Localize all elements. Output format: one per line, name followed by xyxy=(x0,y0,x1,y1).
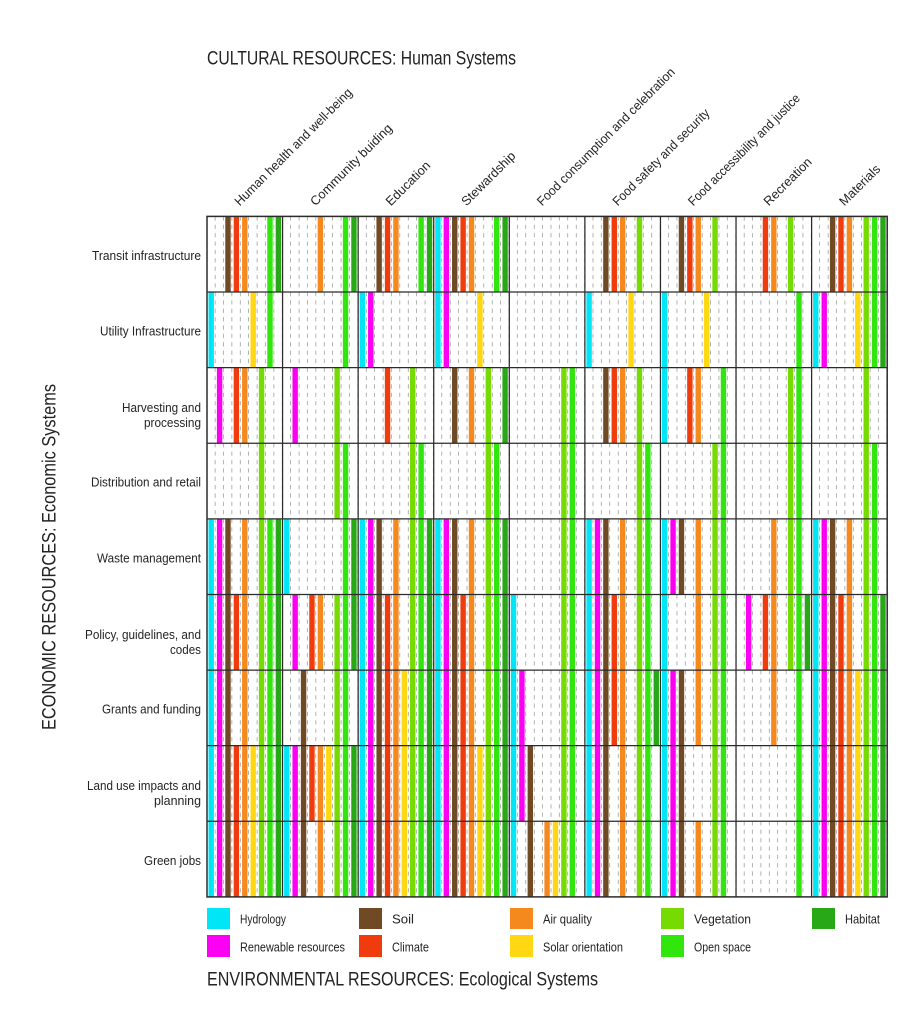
svg-text:Transit infrastructure: Transit infrastructure xyxy=(92,248,201,263)
svg-text:Land use impacts and: Land use impacts and xyxy=(87,778,201,793)
svg-text:Hydrology: Hydrology xyxy=(240,912,286,927)
svg-text:processing: processing xyxy=(144,415,201,430)
svg-text:Air quality: Air quality xyxy=(543,912,592,927)
svg-text:Grants and funding: Grants and funding xyxy=(102,702,201,717)
svg-text:Utility Infrastructure: Utility Infrastructure xyxy=(100,324,201,339)
svg-text:Green jobs: Green jobs xyxy=(144,853,201,868)
svg-text:Vegetation: Vegetation xyxy=(694,912,751,927)
svg-text:Climate: Climate xyxy=(392,940,429,955)
svg-text:codes: codes xyxy=(170,642,201,657)
svg-text:Open space: Open space xyxy=(694,940,751,955)
svg-text:Harvesting and: Harvesting and xyxy=(122,400,201,415)
svg-text:CULTURAL RESOURCES: Human Syst: CULTURAL RESOURCES: Human Systems xyxy=(207,49,516,70)
svg-text:Soil: Soil xyxy=(392,912,414,927)
svg-text:Habitat: Habitat xyxy=(845,912,880,927)
svg-text:ENVIRONMENTAL RESOURCES: Ecolo: ENVIRONMENTAL RESOURCES: Ecological Syst… xyxy=(207,970,598,991)
svg-text:Renewable resources: Renewable resources xyxy=(240,940,345,955)
svg-text:Policy, guidelines, and: Policy, guidelines, and xyxy=(85,627,201,642)
svg-text:Solar orientation: Solar orientation xyxy=(543,940,623,955)
svg-text:ECONOMIC RESOURCES: Economic: ECONOMIC RESOURCES: Economic Systems xyxy=(39,384,60,730)
svg-text:Distribution and retail: Distribution and retail xyxy=(91,475,201,490)
svg-text:planning: planning xyxy=(154,793,201,808)
svg-text:Waste management: Waste management xyxy=(97,550,201,565)
